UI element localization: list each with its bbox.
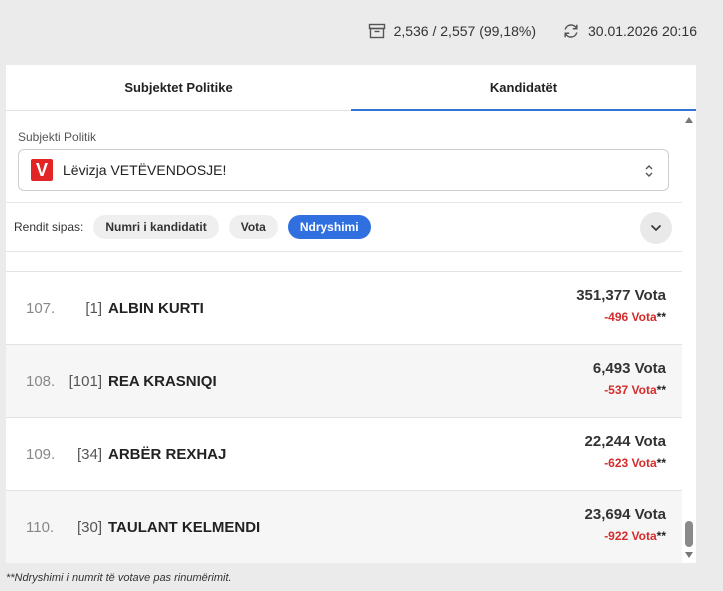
vote-count: 6,493 Vota xyxy=(592,360,666,377)
footnote: **Ndryshimi i numrit të votave pas rinum… xyxy=(6,572,232,584)
table-row[interactable]: 107. [1] ALBIN KURTI 351,377 Vota -496 V… xyxy=(6,271,682,344)
change-value: -623 Vota xyxy=(604,456,657,470)
chevron-down-icon xyxy=(650,224,662,232)
candidate-name: ARBËR REXHAJ xyxy=(108,445,227,463)
candidate-name: REA KRASNIQI xyxy=(108,372,217,390)
candidate-name: ALBIN KURTI xyxy=(108,299,204,317)
chevron-updown-icon xyxy=(645,165,653,177)
stations-status: 2,536 / 2,557 (99,18%) xyxy=(368,23,536,39)
vote-count: 22,244 Vota xyxy=(584,433,666,450)
political-subject-filter: Subjekti Politik V Lëvizja VETËVENDOSJE! xyxy=(18,130,669,191)
candidate-number: [1] xyxy=(85,299,102,317)
status-bar: 2,536 / 2,557 (99,18%) 30.01.2026 20:16 xyxy=(368,18,697,44)
change-value: -496 Vota xyxy=(604,310,657,324)
table-row[interactable]: 110. [30] TAULANT KELMENDI 23,694 Vota -… xyxy=(6,490,682,563)
results-panel: Subjektet Politike Kandidatët Subjekti P… xyxy=(6,65,696,563)
sort-by-votes[interactable]: Vota xyxy=(228,215,278,239)
change-footnote-marker: ** xyxy=(656,456,666,470)
row-index: 109. xyxy=(26,445,56,463)
party-logo: V xyxy=(31,159,53,181)
change-value: -922 Vota xyxy=(604,529,657,543)
vote-info: 6,493 Vota -537 Vota** xyxy=(593,360,666,397)
sort-by-candidate-number[interactable]: Numri i kandidatit xyxy=(93,215,219,239)
tab-political-subjects[interactable]: Subjektet Politike xyxy=(124,80,233,95)
candidate-number: [34] xyxy=(76,445,102,463)
change-footnote-marker: ** xyxy=(656,383,666,397)
selected-subject: Lëvizja VETËVENDOSJE! xyxy=(63,162,227,178)
candidate-number: [30] xyxy=(76,518,102,536)
ballot-box-icon xyxy=(368,23,385,39)
candidate-name: TAULANT KELMENDI xyxy=(108,518,261,536)
scroll-down-arrow[interactable] xyxy=(685,552,693,558)
political-subject-select[interactable]: V Lëvizja VETËVENDOSJE! xyxy=(18,149,669,191)
expand-button[interactable] xyxy=(640,212,672,244)
tab-candidates[interactable]: Kandidatët xyxy=(351,65,696,111)
sort-label: Rendit sipas: xyxy=(14,220,84,234)
table-row[interactable]: 109. [34] ARBËR REXHAJ 22,244 Vota -623 … xyxy=(6,417,682,490)
vote-count: 351,377 Vota xyxy=(576,287,666,304)
change-footnote-marker: ** xyxy=(656,529,666,543)
candidate-number: [101] xyxy=(68,372,102,390)
vote-change: -922 Vota** xyxy=(585,529,666,543)
change-footnote-marker: ** xyxy=(656,310,666,324)
updated-status: 30.01.2026 20:16 xyxy=(562,22,697,40)
scroll-up-arrow[interactable] xyxy=(685,117,693,123)
candidate-list: 107. [1] ALBIN KURTI 351,377 Vota -496 V… xyxy=(6,271,682,563)
vote-change: -496 Vota** xyxy=(576,310,666,324)
row-index: 110. xyxy=(26,518,55,536)
vote-info: 22,244 Vota -623 Vota** xyxy=(585,433,666,470)
vote-count: 23,694 Vota xyxy=(584,506,666,523)
sort-by-change[interactable]: Ndryshimi xyxy=(287,215,371,239)
updated-timestamp: 30.01.2026 20:16 xyxy=(588,23,697,39)
refresh-icon[interactable] xyxy=(562,22,580,40)
row-index: 108. xyxy=(26,372,56,390)
scrollbar[interactable] xyxy=(682,112,696,563)
vote-change: -623 Vota** xyxy=(585,456,666,470)
stations-count: 2,536 / 2,557 (99,18%) xyxy=(393,23,536,39)
vote-info: 351,377 Vota -496 Vota** xyxy=(576,287,666,324)
vote-change: -537 Vota** xyxy=(593,383,666,397)
row-index: 107. xyxy=(26,299,56,317)
sort-bar: Rendit sipas: Numri i kandidatit Vota Nd… xyxy=(6,202,682,252)
filter-label: Subjekti Politik xyxy=(18,130,97,144)
vote-info: 23,694 Vota -922 Vota** xyxy=(585,506,666,543)
change-value: -537 Vota xyxy=(604,383,657,397)
table-row[interactable]: 108. [101] REA KRASNIQI 6,493 Vota -537 … xyxy=(6,344,682,417)
tab-bar: Subjektet Politike Kandidatët xyxy=(6,65,696,111)
scrollbar-thumb[interactable] xyxy=(685,521,693,547)
